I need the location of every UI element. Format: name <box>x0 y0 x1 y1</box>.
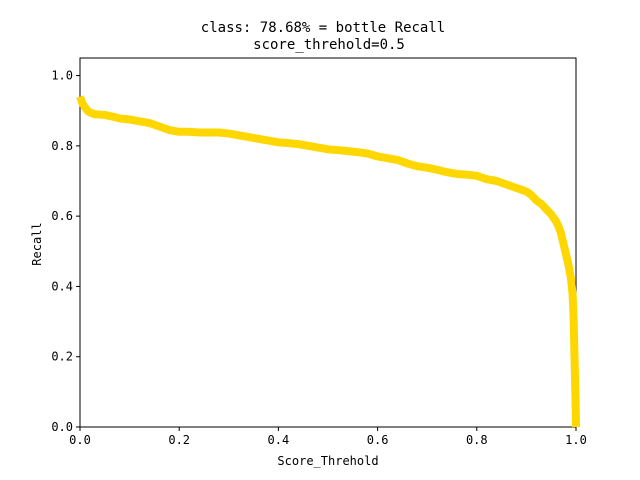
y-axis-ticks: 0.0 0.2 0.4 0.6 0.8 1.0 <box>51 69 80 434</box>
x-axis-ticks: 0.0 0.2 0.4 0.6 0.8 1.0 <box>69 427 587 447</box>
plot-area <box>79 57 577 428</box>
x-tick-label: 0.4 <box>268 433 290 447</box>
y-tick-label: 0.4 <box>51 279 73 293</box>
x-tick-label: 0.2 <box>168 433 190 447</box>
y-tick-label: 0.8 <box>51 139 73 153</box>
x-tick-label: 0.6 <box>367 433 389 447</box>
series-layer <box>76 95 580 428</box>
x-tick-label: 1.0 <box>565 433 587 447</box>
x-tick-label: 0.8 <box>466 433 488 447</box>
chart-subtitle: score_threhold=0.5 <box>253 37 405 53</box>
chart-title: class: 78.68% = bottle Recall <box>201 20 445 36</box>
x-tick-label: 0.0 <box>69 433 91 447</box>
series-line-0 <box>76 95 580 428</box>
x-axis-label: Score_Threhold <box>277 454 378 468</box>
y-tick-label: 1.0 <box>51 69 73 83</box>
y-tick-label: 0.0 <box>51 420 73 434</box>
y-tick-label: 0.6 <box>51 209 73 223</box>
y-tick-label: 0.2 <box>51 350 73 364</box>
plot-frame <box>79 57 577 428</box>
y-axis-label: Recall <box>30 222 44 265</box>
